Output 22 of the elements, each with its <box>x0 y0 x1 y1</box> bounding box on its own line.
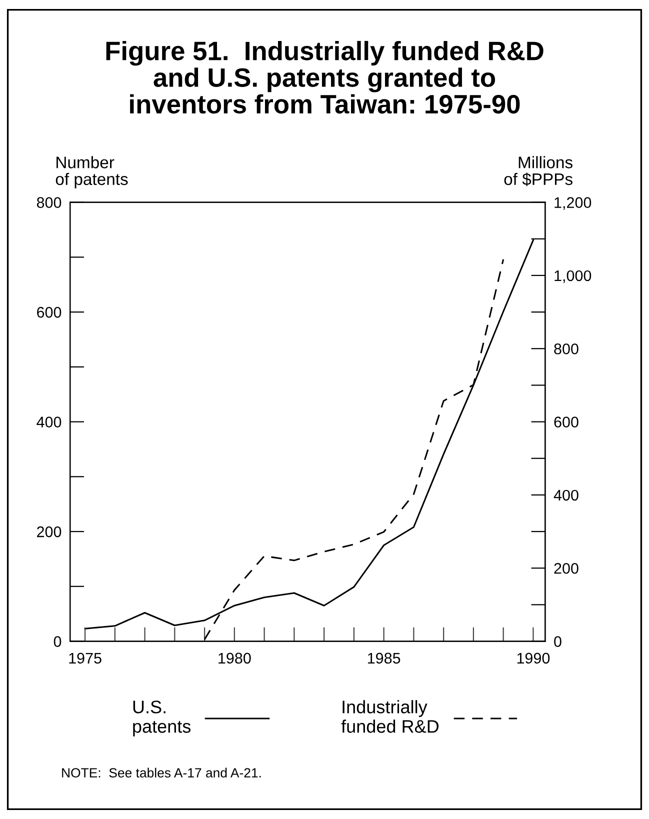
y-axis-title: Number of patents <box>56 156 128 188</box>
x-tick-label: 1990 <box>517 652 550 664</box>
y2-tick-label: 0 <box>554 636 562 647</box>
chart-title: Figure 51. Industrially funded R&D and U.S. patents granted to inventors from Taiwan: 1975-90 <box>106 40 544 114</box>
legend-label: U.S. patents <box>133 700 191 736</box>
y2-axis-title: Millions of $PPPs <box>504 156 572 186</box>
y-tick-label: 600 <box>37 306 62 318</box>
y2-tick-label: 1,200 <box>554 197 592 210</box>
y2-tick-label: 800 <box>554 343 578 354</box>
legend-label: Industrially funded R&D <box>341 700 439 733</box>
x-tick-label: 1975 <box>69 652 102 664</box>
y-tick-label: 200 <box>37 526 62 538</box>
x-tick-label: 1980 <box>218 652 251 664</box>
x-tick-label: 1985 <box>368 652 400 664</box>
y2-tick-label: 400 <box>554 490 578 501</box>
y-tick-label: 800 <box>36 197 62 208</box>
y2-tick-label: 600 <box>554 416 578 428</box>
text: NOTE: See tables A-17 and A-21. <box>62 768 261 778</box>
y2-tick-label: 200 <box>554 562 578 574</box>
y2-tick-label: 1,000 <box>554 270 592 283</box>
y-tick-label: 400 <box>36 416 62 428</box>
y-tick-label: 0 <box>54 636 62 647</box>
